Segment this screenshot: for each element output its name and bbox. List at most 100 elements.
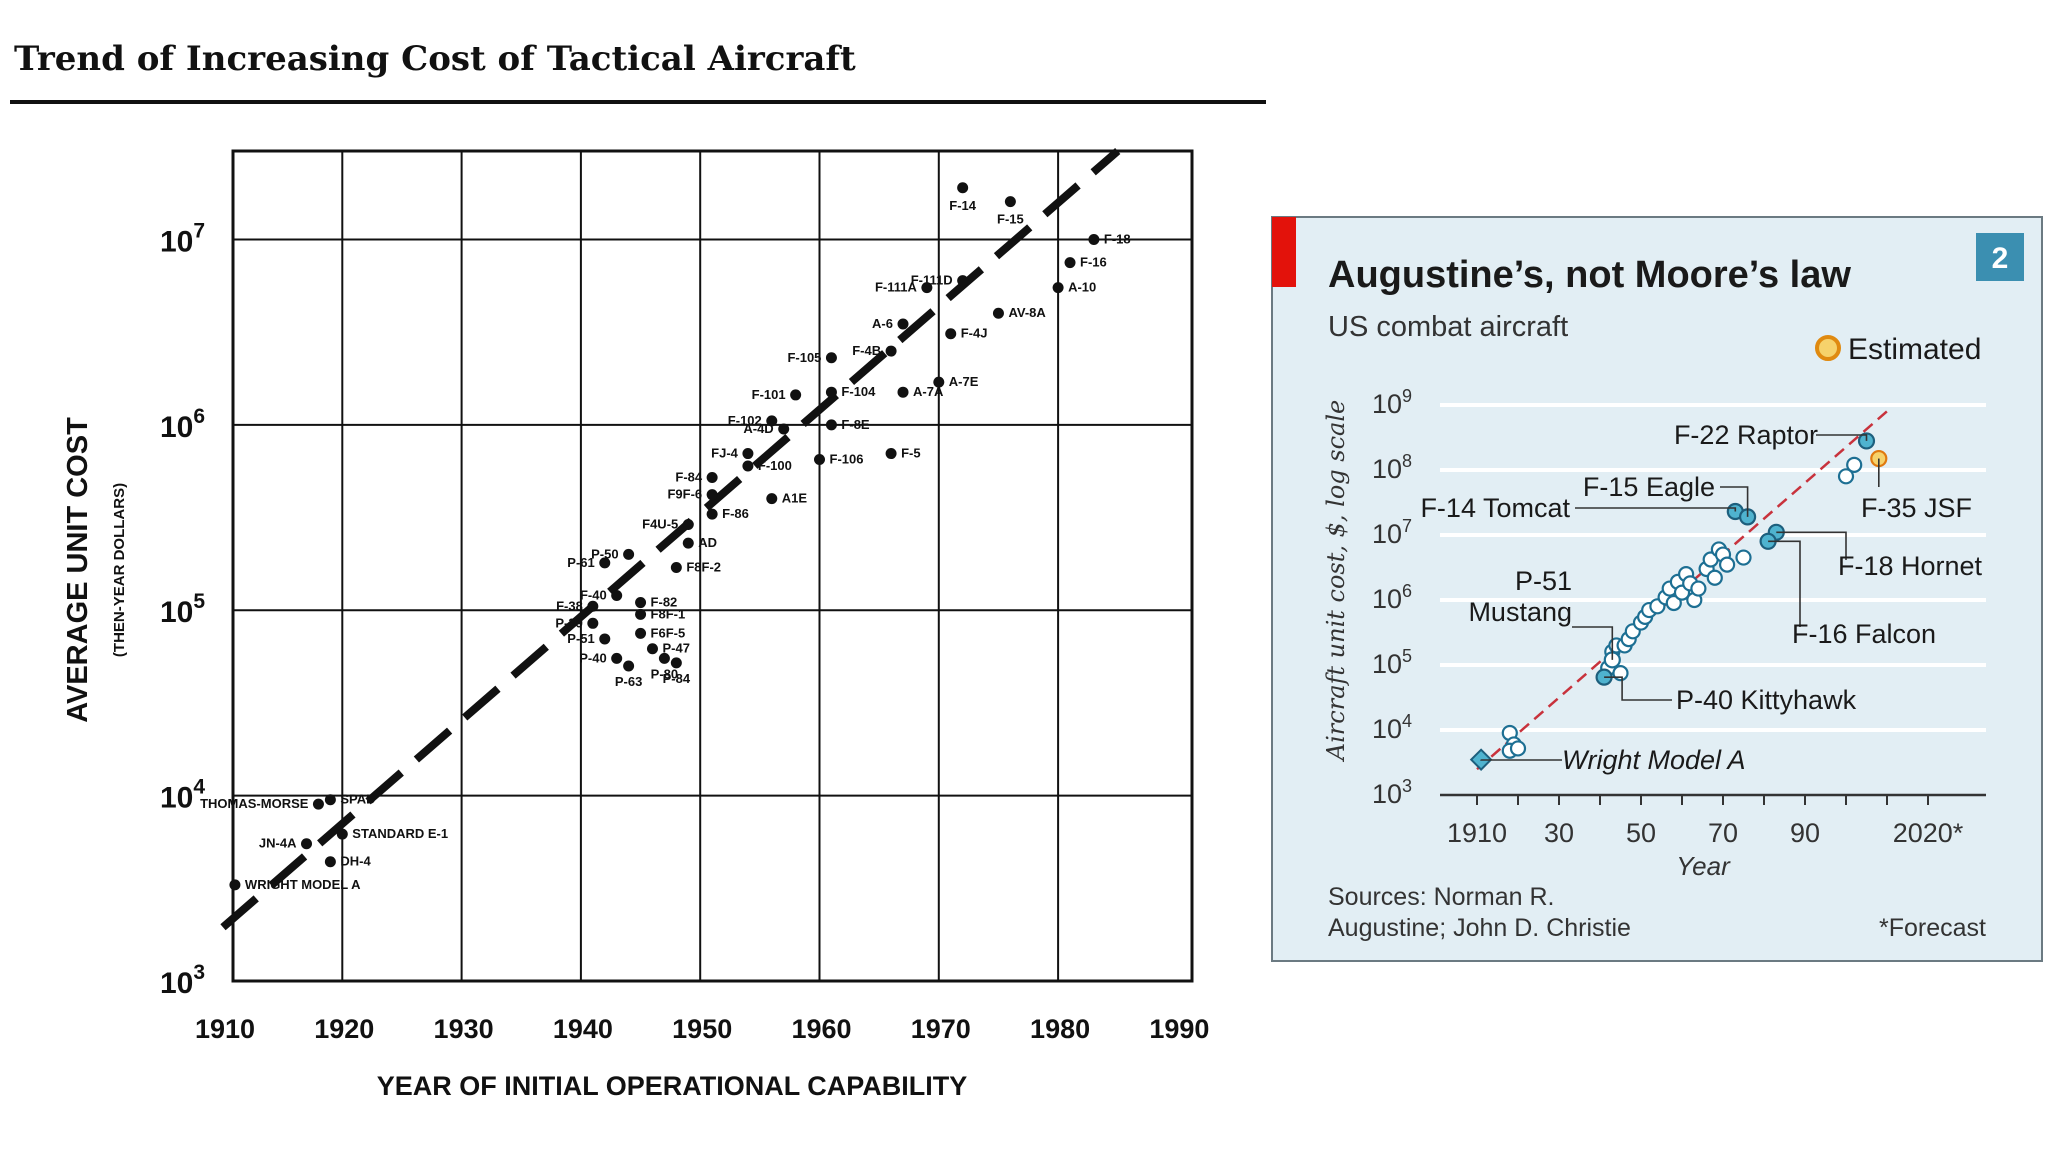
left-y-ticks: 103 104 105 106 107 [160, 219, 205, 1000]
right-point-26 [1706, 569, 1723, 586]
left-point-f-105 [825, 352, 837, 364]
left-point-a-7e-label: A-7E [949, 374, 979, 389]
right-badge-box [1976, 233, 2024, 281]
left-point-standard-e-1-label: STANDARD E-1 [352, 826, 448, 841]
left-y-tick-label: 104 [160, 776, 205, 815]
left-point-ad-label: AD [698, 535, 717, 550]
right-y-ticks: 103 104 105 106 107 108 109 [1372, 386, 1412, 809]
left-point-f-100-label: F-100 [758, 458, 792, 473]
right-y-tick-label: 106 [1372, 581, 1412, 614]
right-point-p-40-kittyhawk-label: P-40 Kittyhawk [1676, 685, 1857, 715]
left-y-tick-label: 105 [160, 590, 205, 629]
left-point-a-7e [933, 376, 945, 388]
right-y-tick-label: 107 [1372, 516, 1412, 549]
right-chart: 2 Augustine’s, not Moore’s law US combat… [1271, 216, 2043, 962]
left-point-a-10-label: A-10 [1068, 280, 1096, 295]
right-point-31 [1837, 468, 1855, 485]
right-point-f-14-tomcat-label: F-14 Tomcat [1420, 493, 1570, 523]
left-point-dh-4-label: DH-4 [340, 854, 371, 869]
right-x-tick-label: 50 [1626, 818, 1656, 848]
left-point-f9f-6 [706, 489, 718, 501]
right-point-32 [1846, 456, 1863, 473]
left-point-p-51 [599, 633, 611, 645]
left-y-tick-label: 103 [160, 961, 205, 1000]
left-point-fj-4 [742, 448, 754, 460]
left-point-p-84 [670, 657, 682, 669]
right-x-tick-label: 30 [1544, 818, 1574, 848]
left-point-f-40-label: F-40 [580, 588, 607, 603]
left-point-f-5 [885, 448, 897, 460]
estimated-legend-label: Estimated [1848, 333, 1981, 366]
left-point-f-4j-label: F-4J [961, 326, 988, 341]
left-point-dh-4 [324, 856, 336, 868]
left-point-fj-4-label: FJ-4 [711, 446, 739, 461]
right-sources-line-2: Augustine; John D. Christie [1328, 914, 1631, 942]
left-point-a-4d [778, 423, 790, 435]
left-point-thomas-morse [312, 798, 324, 810]
right-point-17 [1665, 594, 1682, 612]
left-chart-title: Trend of Increasing Cost of Tactical Air… [14, 39, 856, 79]
left-y-tick-label: 106 [160, 405, 205, 444]
left-point-f-8e-label: F-8E [841, 417, 870, 432]
left-point-p-40 [611, 652, 623, 664]
left-point-wright-model-a-label: WRIGHT MODEL A [245, 877, 361, 892]
left-point-f-4b-label: F-4B [852, 343, 881, 358]
right-point-f-15-eagle-label: F-15 Eagle [1583, 472, 1715, 502]
left-point-f-84 [706, 471, 718, 483]
left-point-a1e-label: A1E [782, 491, 808, 506]
left-points: WRIGHT MODEL A THOMAS-MORSE SPAD JN-4A STAND… [200, 182, 1131, 892]
left-trend-dashes [220, 147, 1121, 931]
left-point-a-10 [1052, 282, 1064, 294]
left-point-f4u-5 [682, 519, 694, 531]
left-point-f-4b [885, 345, 897, 357]
right-grid [1440, 403, 1986, 805]
right-x-tick-label: 90 [1790, 818, 1820, 848]
right-point-f-18-hornet-leader [1776, 531, 1847, 560]
right-point-f-18-hornet-label: F-18 Hornet [1838, 551, 1983, 581]
right-badge: 2 [1992, 242, 2009, 275]
right-y-tick-label: 109 [1372, 386, 1412, 419]
left-point-f-105-label: F-105 [787, 350, 821, 365]
right-point-p-51-mustang-leader [1572, 626, 1614, 660]
left-point-f-14 [957, 182, 969, 194]
right-point-29 [1718, 556, 1736, 573]
right-y-axis-title: Aircraft unit cost, $, log scale [1322, 400, 1350, 762]
left-point-f-38 [587, 600, 599, 612]
left-point-f-100 [742, 460, 754, 472]
left-point-f-84-label: F-84 [675, 469, 703, 484]
right-point-f-16-falcon-label: F-16 Falcon [1792, 619, 1936, 649]
left-point-f-40 [611, 590, 623, 602]
left-x-tick-label: 1980 [1030, 1014, 1090, 1044]
left-point-jn-4a [301, 838, 313, 850]
left-point-a-4d-label: A-4D [743, 421, 773, 436]
left-point-f-38-label: F-38 [556, 598, 583, 613]
right-x-tick-label: 2020* [1893, 818, 1964, 848]
left-y-axis-title: AVERAGE UNIT COST [62, 417, 94, 723]
left-point-f-101 [790, 389, 802, 401]
left-point-a-6 [897, 318, 909, 330]
left-point-av-8a-label: AV-8A [1008, 305, 1046, 320]
right-point-f-15-eagle-leader [1720, 486, 1749, 517]
left-point-f-8e [825, 419, 837, 431]
left-point-p-50-label: P-50 [591, 546, 618, 561]
right-sources-line-1: Sources: Norman R. [1328, 883, 1554, 911]
left-point-p-61 [599, 557, 611, 569]
left-point-f-104 [825, 386, 837, 398]
right-y-tick-label: 105 [1372, 646, 1412, 679]
right-point-23 [1690, 580, 1707, 597]
right-point-f-22-raptor-label: F-22 Raptor [1674, 420, 1818, 450]
left-point-a-7a [897, 386, 909, 398]
left-point-f-106 [814, 454, 825, 466]
left-point-jn-4a-label: JN-4A [259, 836, 297, 851]
left-point-f-111a [921, 282, 933, 294]
left-point-f8f-1 [635, 608, 647, 620]
left-point-f-111d [957, 275, 969, 287]
left-point-f8f-2 [670, 562, 682, 574]
right-red-tag [1272, 217, 1296, 287]
left-point-p-80 [658, 652, 670, 664]
left-point-standard-e-1 [336, 828, 348, 840]
right-point-wright-model-a-label: Wright Model A [1562, 745, 1746, 775]
left-x-tick-label: 1940 [553, 1014, 613, 1044]
left-point-f-86-label: F-86 [722, 506, 749, 521]
left-point-f-14-label: F-14 [949, 198, 977, 213]
